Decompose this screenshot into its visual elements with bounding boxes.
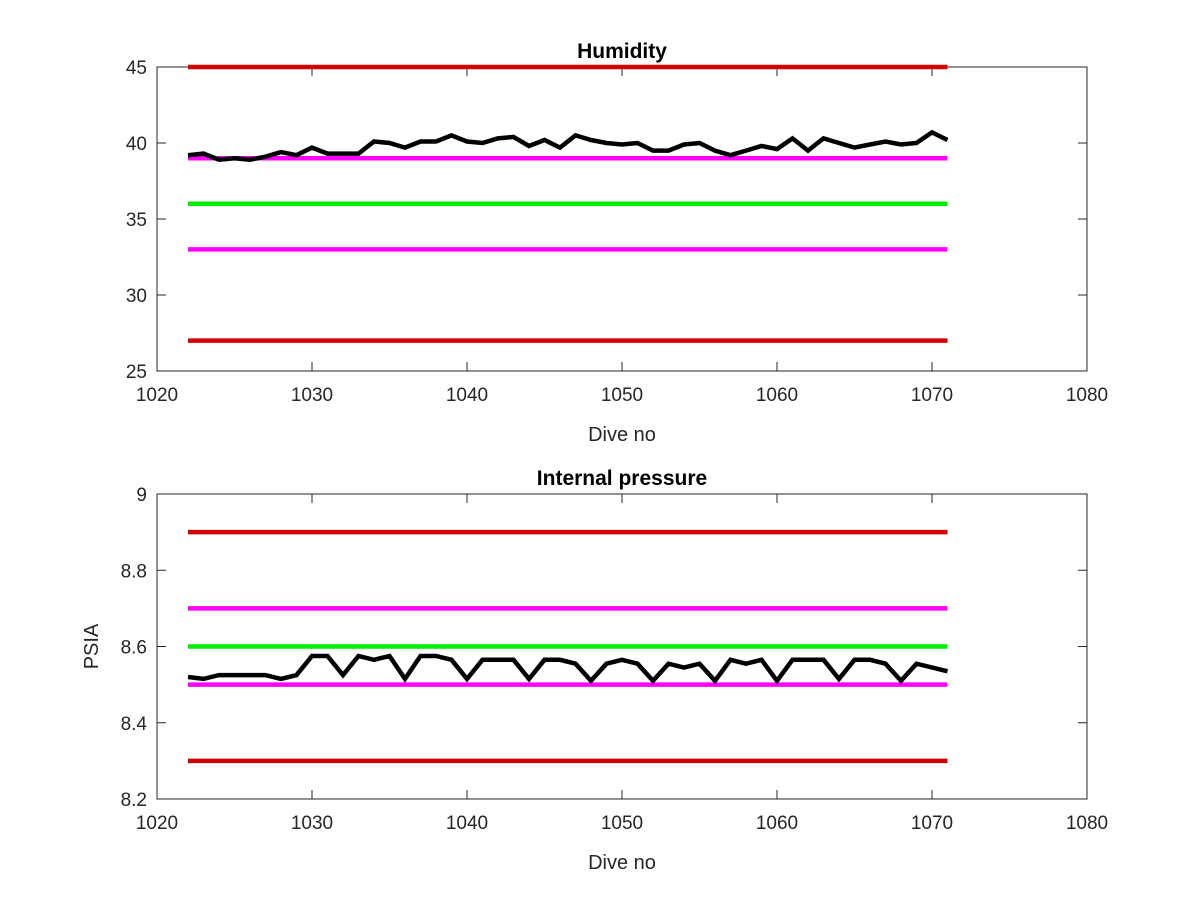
chart-title: Internal pressure [537,467,707,490]
x-tick-label: 1030 [291,813,333,834]
x-tick-label: 1070 [911,813,953,834]
y-tick-label: 8.4 [121,714,148,735]
x-tick-label: 1050 [601,385,643,406]
x-tick-label: 1020 [136,385,178,406]
y-tick-label: 45 [126,58,147,79]
y-tick-label: 9 [136,485,147,506]
chart-title: Humidity [577,40,667,63]
x-tick-label: 1040 [446,385,488,406]
x-tick-label: 1080 [1066,385,1108,406]
x-tick-label: 1060 [756,813,798,834]
data-series-line [187,653,949,685]
y-tick-label: 30 [126,286,147,307]
x-tick-label: 1040 [446,813,488,834]
x-axis-label: Dive no [588,852,656,874]
y-tick-label: 8.6 [121,638,147,659]
data-series-line [187,129,949,162]
y-tick-label: 40 [126,134,147,155]
y-tick-label: 35 [126,210,147,231]
x-tick-label: 1020 [136,813,178,834]
y-tick-label: 8.8 [121,561,147,582]
x-tick-label: 1070 [911,385,953,406]
y-axis-label: PSIA [81,623,103,669]
x-axis-label: Dive no [588,424,656,446]
x-tick-label: 1050 [601,813,643,834]
humidity-plot: 1020 1030 1040 1050 1060 1070 1080 25 30 35 40 45 Hu… [126,40,1108,446]
internal-pressure-plot: 1020 1030 1040 1050 1060 1070 1080 8.2 8.4 8.6 8.8… [81,467,1108,874]
axes-box [156,66,1088,372]
y-tick-label: 25 [126,362,147,383]
y-tick-label: 8.2 [121,790,147,811]
x-tick-label: 1060 [756,385,798,406]
x-tick-label: 1030 [291,385,333,406]
x-tick-label: 1080 [1066,813,1108,834]
